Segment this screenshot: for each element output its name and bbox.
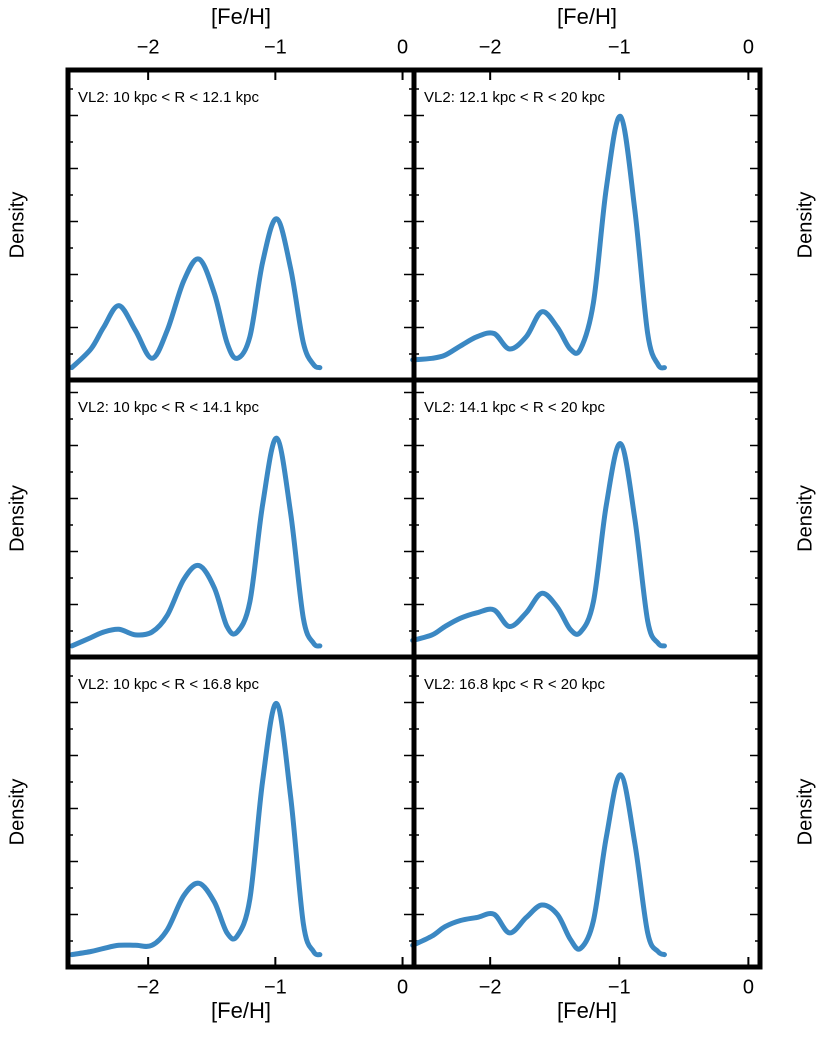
density-line	[69, 435, 323, 649]
x-tick-label: 0	[743, 976, 754, 998]
panel-frame	[65, 67, 417, 383]
x-tick-label: −1	[264, 36, 287, 58]
density-line	[69, 216, 323, 371]
x-tick-label: −2	[479, 36, 502, 58]
y-axis-label: Density	[6, 485, 28, 552]
panel-title: VL2: 16.8 kpc < R < 20 kpc	[424, 676, 605, 693]
y-axis-label: Density	[6, 192, 28, 259]
y-axis-label: Density	[794, 779, 816, 846]
x-axis-label: [Fe/H]	[557, 998, 617, 1023]
y-axis-label: Density	[6, 779, 28, 846]
x-tick-label: −2	[479, 976, 502, 998]
density-line	[410, 441, 667, 649]
x-tick-label: −1	[264, 976, 287, 998]
panel-frame	[65, 377, 417, 660]
x-axis-label: [Fe/H]	[211, 998, 271, 1023]
panel-title: VL2: 10 kpc < R < 12.1 kpc	[78, 89, 259, 106]
x-tick-label: −1	[608, 36, 631, 58]
y-axis-label: Density	[794, 192, 816, 259]
panel-title: VL2: 12.1 kpc < R < 20 kpc	[424, 89, 605, 106]
y-axis-label: Density	[794, 485, 816, 552]
panel-frame	[411, 654, 763, 970]
x-tick-label: 0	[743, 36, 754, 58]
x-axis-label: [Fe/H]	[211, 4, 271, 29]
density-line	[410, 113, 667, 371]
panel-title: VL2: 14.1 kpc < R < 20 kpc	[424, 399, 605, 416]
panel-title: VL2: 10 kpc < R < 14.1 kpc	[78, 399, 259, 416]
density-line	[69, 700, 323, 958]
x-axis-label: [Fe/H]	[557, 4, 617, 29]
x-tick-label: 0	[397, 976, 408, 998]
panel-title: VL2: 10 kpc < R < 16.8 kpc	[78, 676, 259, 693]
x-tick-label: −1	[608, 976, 631, 998]
density-line	[410, 772, 667, 958]
x-tick-label: −2	[137, 36, 160, 58]
x-tick-label: −2	[137, 976, 160, 998]
x-tick-label: 0	[397, 36, 408, 58]
panel-frame	[65, 654, 417, 970]
